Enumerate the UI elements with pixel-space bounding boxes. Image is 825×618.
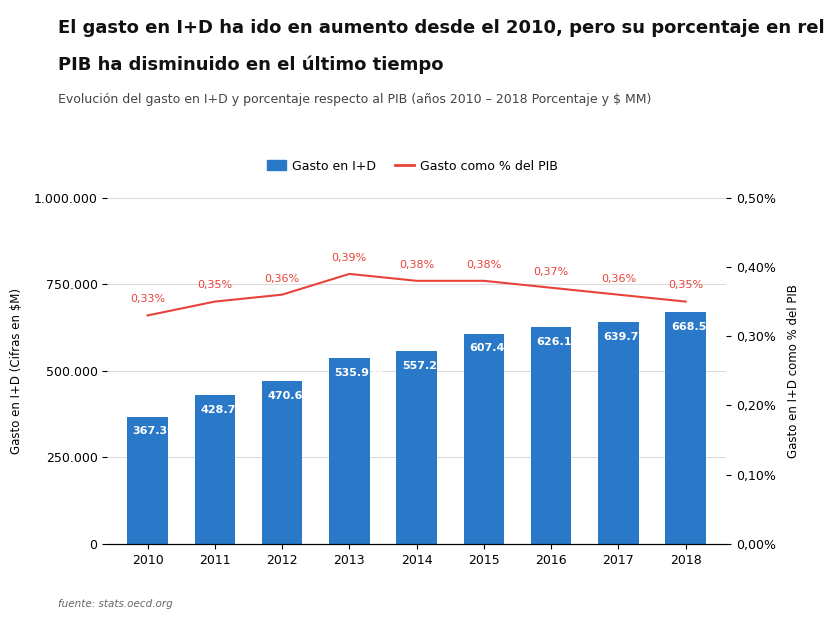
Text: 428.781: 428.781 bbox=[200, 405, 251, 415]
Y-axis label: Gasto en I+D (Cifras en $M): Gasto en I+D (Cifras en $M) bbox=[10, 288, 22, 454]
Text: 470.675: 470.675 bbox=[267, 391, 318, 400]
Text: 0,35%: 0,35% bbox=[668, 281, 704, 290]
Text: 0,36%: 0,36% bbox=[265, 274, 299, 284]
Bar bbox=[262, 381, 302, 544]
Text: PIB ha disminuido en el último tiempo: PIB ha disminuido en el último tiempo bbox=[58, 56, 443, 74]
Text: 367.393: 367.393 bbox=[133, 426, 183, 436]
Bar bbox=[464, 334, 504, 544]
Bar bbox=[531, 327, 571, 544]
Text: 639.776: 639.776 bbox=[604, 332, 654, 342]
Text: 535.924: 535.924 bbox=[335, 368, 385, 378]
Legend: Gasto en I+D, Gasto como % del PIB: Gasto en I+D, Gasto como % del PIB bbox=[262, 154, 563, 177]
Bar bbox=[195, 396, 235, 544]
Text: 607.463: 607.463 bbox=[469, 344, 520, 353]
Text: 557.299: 557.299 bbox=[402, 361, 453, 371]
Bar bbox=[127, 417, 167, 544]
Text: 0,35%: 0,35% bbox=[197, 281, 233, 290]
Text: Evolución del gasto en I+D y porcentaje respecto al PIB (años 2010 – 2018 Porcen: Evolución del gasto en I+D y porcentaje … bbox=[58, 93, 651, 106]
Text: 0,36%: 0,36% bbox=[601, 274, 636, 284]
Text: 0,33%: 0,33% bbox=[130, 294, 165, 304]
Text: 0,39%: 0,39% bbox=[332, 253, 367, 263]
Bar bbox=[666, 313, 706, 544]
Text: 626.174: 626.174 bbox=[536, 337, 587, 347]
Bar bbox=[329, 358, 370, 544]
Text: 0,38%: 0,38% bbox=[399, 260, 434, 269]
Y-axis label: Gasto en I+D como % del PIB: Gasto en I+D como % del PIB bbox=[787, 284, 799, 458]
Text: 668.551: 668.551 bbox=[671, 322, 722, 332]
Text: El gasto en I+D ha ido en aumento desde el 2010, pero su porcentaje en relación : El gasto en I+D ha ido en aumento desde … bbox=[58, 19, 825, 37]
Bar bbox=[598, 323, 639, 544]
Text: 0,37%: 0,37% bbox=[534, 266, 568, 277]
Text: fuente: stats.oecd.org: fuente: stats.oecd.org bbox=[58, 599, 172, 609]
Bar bbox=[397, 351, 436, 544]
Text: 0,38%: 0,38% bbox=[466, 260, 502, 269]
